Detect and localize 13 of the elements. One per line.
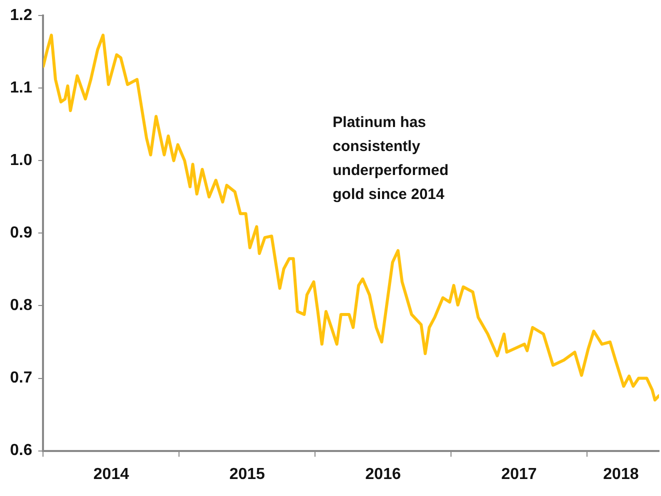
annotation: Platinum has consistently underperformed gold since 2014 [332, 114, 449, 204]
x-tick-label: 2014 [93, 466, 130, 483]
y-tick-label: 0.7 [10, 370, 32, 387]
x-tick-label: 2017 [501, 466, 537, 483]
y-tick-label: 1.0 [10, 152, 32, 170]
x-tick-label: 2015 [229, 466, 266, 483]
y-tick-label: 1.1 [10, 80, 32, 97]
y-tick-label: 0.8 [10, 297, 32, 314]
x-tick-label: 2018 [603, 466, 639, 483]
y-tick-label: 0.9 [10, 224, 32, 242]
y-tick-label: 1.2 [10, 7, 32, 24]
x-tick-label: 2016 [365, 466, 401, 483]
y-tick-label: 0.6 [10, 442, 32, 460]
